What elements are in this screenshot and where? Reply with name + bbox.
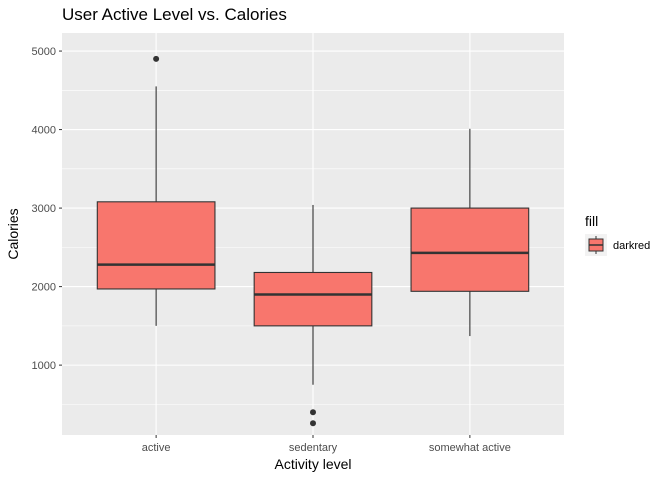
- box-iqr: [410, 207, 530, 292]
- box-sedentary: [253, 204, 373, 427]
- y-tick-label: 1000: [32, 360, 56, 372]
- x-tick-label: sedentary: [289, 442, 338, 454]
- y-axis-title: Calories: [5, 208, 21, 259]
- box-active: [96, 55, 216, 326]
- box-somewhat-active: [410, 128, 530, 337]
- outlier-point: [310, 409, 316, 416]
- legend: fill darkred: [585, 213, 650, 256]
- y-tick-label: 2000: [32, 282, 56, 294]
- box-iqr: [96, 201, 216, 290]
- x-axis: active sedentary somewhat active: [142, 435, 511, 454]
- y-tick-label: 5000: [32, 46, 56, 58]
- legend-title: fill: [585, 213, 598, 229]
- x-tick-label: active: [142, 442, 171, 454]
- legend-label: darkred: [613, 240, 650, 252]
- y-axis: 1000 2000 3000 4000 5000: [32, 46, 62, 372]
- box-series: [96, 55, 530, 427]
- box-iqr: [253, 271, 373, 327]
- x-tick-label: somewhat active: [429, 442, 511, 454]
- x-axis-title: Activity level: [274, 456, 351, 472]
- outlier-point: [310, 420, 316, 427]
- y-tick-label: 3000: [32, 203, 56, 215]
- y-tick-label: 4000: [32, 125, 56, 137]
- outlier-point: [153, 55, 160, 62]
- chart-title: User Active Level vs. Calories: [62, 5, 287, 24]
